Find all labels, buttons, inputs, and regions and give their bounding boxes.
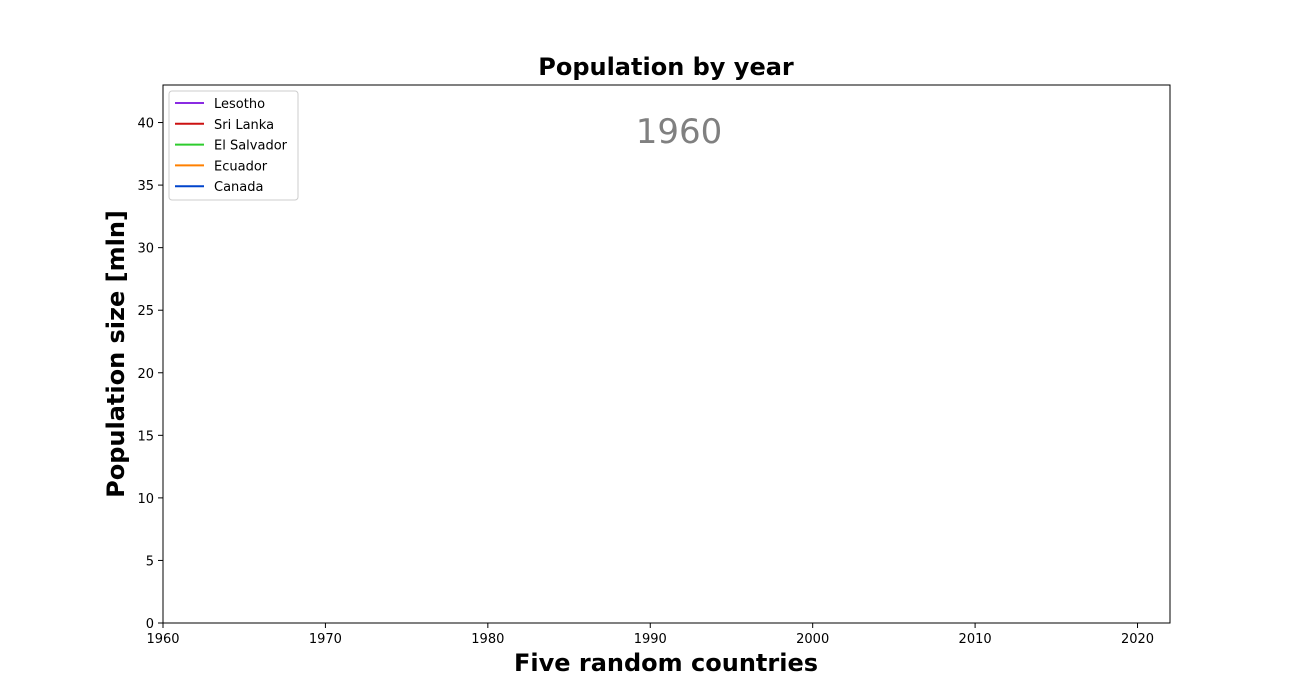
y-tick-label: 30 [137, 242, 154, 257]
legend-label: Sri Lanka [214, 118, 274, 133]
x-axis-ticks: 1960 1970 1980 1990 2000 2010 2020 [146, 623, 1154, 647]
x-tick-label: 1960 [146, 632, 179, 647]
y-tick-label: 25 [137, 304, 154, 319]
x-tick-label: 1990 [634, 632, 667, 647]
y-axis-label: Population size [mln] [102, 210, 130, 498]
y-tick-label: 5 [146, 554, 154, 569]
legend-box [168, 90, 299, 201]
y-tick-label: 35 [137, 179, 154, 194]
legend: Lesotho Sri Lanka El Salvador Ecuador Canada [168, 90, 299, 201]
plot-area [162, 84, 1171, 624]
year-annotation: 1960 [636, 112, 723, 152]
x-tick-label: 1980 [471, 632, 504, 647]
y-tick-label: 20 [137, 367, 154, 382]
y-axis-ticks: 0 5 10 15 20 25 30 35 40 [137, 117, 163, 632]
legend-label: Lesotho [214, 97, 265, 112]
legend-entries: Lesotho Sri Lanka El Salvador Ecuador Canada [175, 97, 288, 195]
y-tick-label: 15 [137, 429, 154, 444]
y-tick-label: 0 [146, 617, 154, 632]
legend-label: Ecuador [214, 159, 268, 174]
x-axis-label: Five random countries [514, 649, 818, 677]
legend-label: Canada [214, 180, 263, 195]
y-tick-label: 40 [137, 117, 154, 132]
x-tick-label: 2020 [1121, 632, 1154, 647]
chart-title: Population by year [538, 53, 794, 81]
x-tick-label: 1970 [309, 632, 342, 647]
legend-label: El Salvador [214, 139, 288, 154]
x-tick-label: 2010 [959, 632, 992, 647]
y-tick-label: 10 [137, 492, 154, 507]
x-tick-label: 2000 [796, 632, 829, 647]
